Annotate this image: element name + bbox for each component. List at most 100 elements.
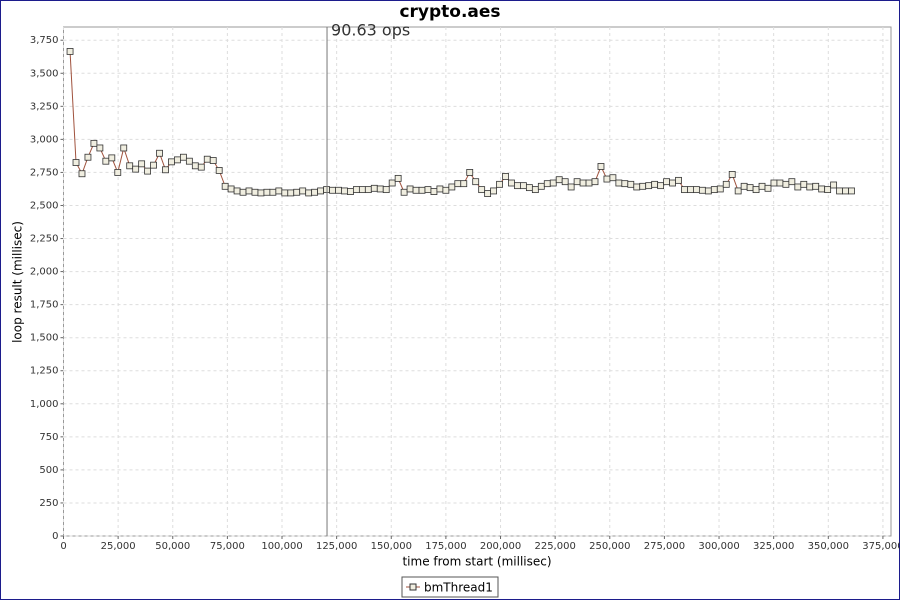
data-point (824, 186, 832, 194)
data-point (418, 186, 426, 194)
data-point (514, 182, 521, 190)
x-tick-label: 175,000 (425, 541, 466, 552)
chart-title: crypto.aes (399, 2, 500, 22)
data-point (394, 174, 402, 182)
y-tick-label: 2,250 (30, 234, 59, 245)
data-point (126, 162, 134, 170)
data-point (758, 182, 766, 190)
data-point (585, 179, 593, 187)
data-point (335, 186, 342, 194)
data-point (812, 182, 820, 190)
data-point (364, 186, 372, 194)
data-point (400, 188, 408, 196)
x-tick-label: 375,000 (862, 541, 900, 552)
x-tick-label: 75,000 (210, 541, 245, 552)
data-point (842, 187, 849, 195)
data-point (424, 186, 432, 194)
data-point (191, 162, 199, 170)
data-point (716, 185, 724, 193)
data-point (782, 180, 790, 188)
data-point (84, 153, 92, 161)
data-point (609, 174, 617, 182)
data-point (651, 180, 659, 188)
data-point (561, 178, 569, 186)
data-point (406, 185, 414, 193)
data-point (197, 163, 205, 171)
data-point (657, 182, 665, 190)
y-tick-label: 1,500 (30, 333, 59, 344)
legend-box (401, 576, 499, 598)
data-point (352, 186, 360, 194)
data-point (806, 183, 814, 191)
x-tick-label: 250,000 (589, 541, 630, 552)
data-point (573, 178, 581, 186)
data-point (102, 157, 110, 165)
data-point (281, 189, 289, 197)
data-point (508, 179, 515, 187)
data-point (347, 188, 354, 195)
data-point (245, 187, 253, 195)
x-tick-label: 300,000 (698, 541, 739, 552)
data-point (740, 182, 748, 190)
x-tick-label: 200,000 (480, 541, 521, 552)
x-tick-label: 25,000 (101, 541, 136, 552)
data-point (376, 185, 384, 193)
data-point (114, 169, 122, 176)
data-point (525, 184, 533, 192)
data-point (311, 188, 319, 196)
data-point (669, 179, 676, 187)
data-point (848, 187, 855, 195)
data-point (179, 153, 187, 161)
marker-label: 90.63 ops (331, 21, 410, 40)
data-point (382, 186, 390, 194)
data-point (728, 171, 736, 178)
data-point (215, 167, 223, 174)
y-tick-label: 1,750 (30, 300, 59, 311)
data-point (299, 187, 307, 195)
data-point (251, 188, 259, 196)
data-point (710, 186, 718, 194)
data-point (794, 183, 802, 191)
y-tick-label: 3,500 (30, 68, 59, 79)
y-tick-label: 2,000 (30, 267, 59, 278)
x-tick-label: 275,000 (644, 541, 685, 552)
data-point (800, 180, 808, 188)
x-axis-label: time from start (millisec) (402, 555, 551, 569)
data-point (681, 186, 688, 194)
x-tick-label: 0 (60, 541, 66, 552)
data-point (72, 159, 80, 166)
data-point (275, 187, 283, 195)
x-tick-label: 325,000 (753, 541, 794, 552)
legend-marker (409, 583, 417, 591)
data-point (591, 178, 599, 186)
data-point (203, 155, 211, 163)
data-point (579, 179, 587, 187)
data-point (484, 190, 492, 197)
data-point (257, 189, 265, 197)
data-point (567, 183, 575, 191)
y-tick-label: 2,500 (30, 200, 59, 211)
data-point (555, 176, 563, 184)
data-point (370, 184, 378, 192)
y-tick-label: 3,250 (30, 101, 59, 112)
y-tick-label: 750 (39, 432, 58, 443)
data-point (543, 180, 551, 188)
data-point (531, 186, 539, 194)
data-point (520, 182, 527, 190)
x-tick-label: 125,000 (316, 541, 357, 552)
data-point (358, 186, 366, 194)
data-point (90, 139, 98, 147)
data-point (704, 187, 712, 195)
data-point (621, 180, 629, 188)
x-tick-label: 150,000 (371, 541, 412, 552)
data-point (776, 179, 784, 187)
y-tick-label: 1,250 (30, 366, 59, 377)
data-point (138, 160, 146, 168)
data-point (317, 187, 324, 195)
data-point (150, 161, 157, 169)
data-point (239, 188, 247, 196)
data-point (764, 184, 772, 192)
y-tick-label: 0 (52, 531, 58, 542)
data-point (818, 185, 826, 193)
